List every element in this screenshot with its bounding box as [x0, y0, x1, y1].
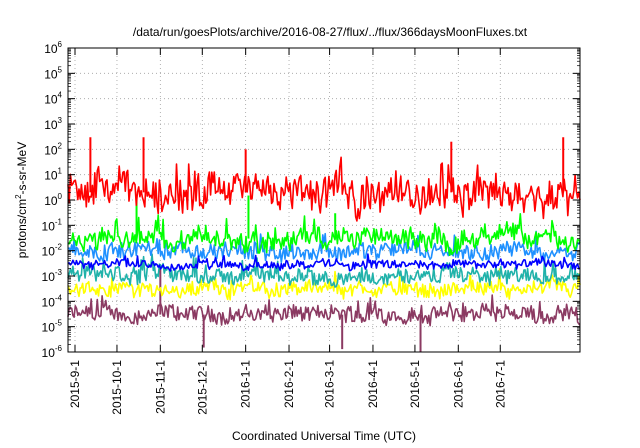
x-tick-label: 2016-4-1	[366, 360, 380, 408]
y-axis-title-pre: protons/cm	[15, 199, 29, 258]
x-tick-label: 2016-6-1	[451, 360, 465, 408]
x-tick-label: 2015-12-1	[195, 360, 209, 415]
chart-title: /data/run/goesPlots/archive/2016-08-27/f…	[133, 25, 528, 39]
series-6-line	[67, 156, 581, 222]
y-tick-label: 10-5	[42, 319, 63, 335]
y-tick-label: 106	[44, 40, 62, 56]
series-2-line	[67, 253, 581, 288]
x-tick-label: 2015-9-1	[68, 360, 82, 408]
y-tick-label: 104	[44, 91, 62, 107]
y-axis-title: protons/cm2-s-sr-MeV	[14, 142, 29, 258]
y-axis: 10-6 10-5 10-4 10-3 10-2 10-1 100 101 102 103 104 1…	[42, 40, 580, 360]
x-tick-label: 2016-2-1	[282, 360, 296, 408]
series-5-line	[67, 253, 581, 272]
x-axis: 2015-9-1 2015-10-1 2015-11-1 2015-12-1 2016-…	[68, 48, 507, 415]
x-tick-label: 2015-10-1	[110, 360, 124, 415]
y-tick-label: 10-6	[42, 344, 63, 360]
y-tick-label: 102	[44, 141, 62, 157]
y-tick-label: 101	[44, 167, 62, 183]
x-tick-label: 2015-11-1	[153, 360, 167, 414]
y-tick-label: 10-2	[42, 243, 63, 259]
y-axis-title-post: -s-sr-MeV	[15, 142, 29, 195]
y-tick-label: 100	[44, 192, 62, 208]
x-tick-label: 2016-3-1	[323, 360, 337, 408]
y-tick-label: 103	[44, 116, 62, 132]
y-tick-label: 105	[44, 65, 62, 81]
x-tick-label: 2016-7-1	[493, 360, 507, 408]
series-layer	[67, 137, 581, 352]
y-tick-label: 10-4	[42, 293, 63, 309]
y-axis-title-sup: 2	[14, 194, 23, 199]
x-tick-label: 2016-1-1	[239, 360, 253, 408]
series-0-line	[67, 294, 581, 327]
x-axis-title: Coordinated Universal Time (UTC)	[232, 429, 416, 443]
series-4-line	[67, 213, 581, 257]
y-tick-label: 10-1	[42, 217, 63, 233]
x-tick-label: 2016-5-1	[408, 360, 422, 408]
series-1-line	[67, 268, 581, 301]
y-tick-label: 10-3	[42, 268, 63, 284]
